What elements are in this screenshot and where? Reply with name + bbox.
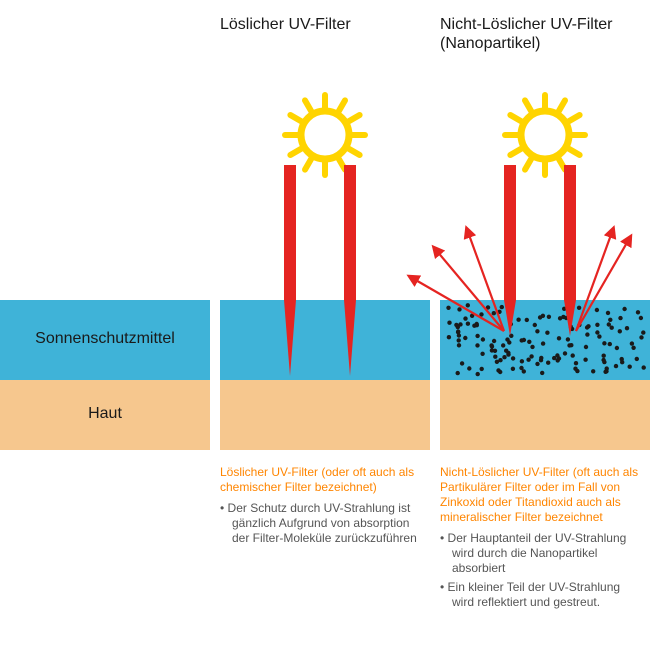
skin-label: Haut	[0, 405, 210, 423]
sunscreen-layer	[220, 300, 430, 380]
caption-heading: Nicht-Löslicher UV-Filter (oft auch als …	[440, 465, 645, 525]
caption-bullets: Der Hauptanteil der UV-Strahlung wird du…	[440, 531, 645, 610]
caption-bullet: Ein kleiner Teil der UV-Strahlung wird r…	[440, 580, 645, 610]
caption-bullet: Der Hauptanteil der UV-Strahlung wird du…	[440, 531, 645, 576]
col2-caption: Löslicher UV-Filter (oder oft auch als c…	[220, 465, 425, 550]
col3-title: Nicht-Löslicher UV-Filter (Nanopartikel)	[440, 0, 650, 68]
caption-bullets: Der Schutz durch UV-Strahlung ist gänzli…	[220, 501, 425, 546]
col3-caption: Nicht-Löslicher UV-Filter (oft auch als …	[440, 465, 645, 614]
sunscreen-label: Sonnenschutzmittel	[0, 330, 210, 348]
skin-layer	[440, 380, 650, 450]
col2-title: Löslicher UV-Filter	[220, 0, 430, 68]
caption-heading: Löslicher UV-Filter (oder oft auch als c…	[220, 465, 425, 495]
caption-bullet: Der Schutz durch UV-Strahlung ist gänzli…	[220, 501, 425, 546]
nanoparticle-field	[440, 300, 650, 380]
skin-layer	[220, 380, 430, 450]
